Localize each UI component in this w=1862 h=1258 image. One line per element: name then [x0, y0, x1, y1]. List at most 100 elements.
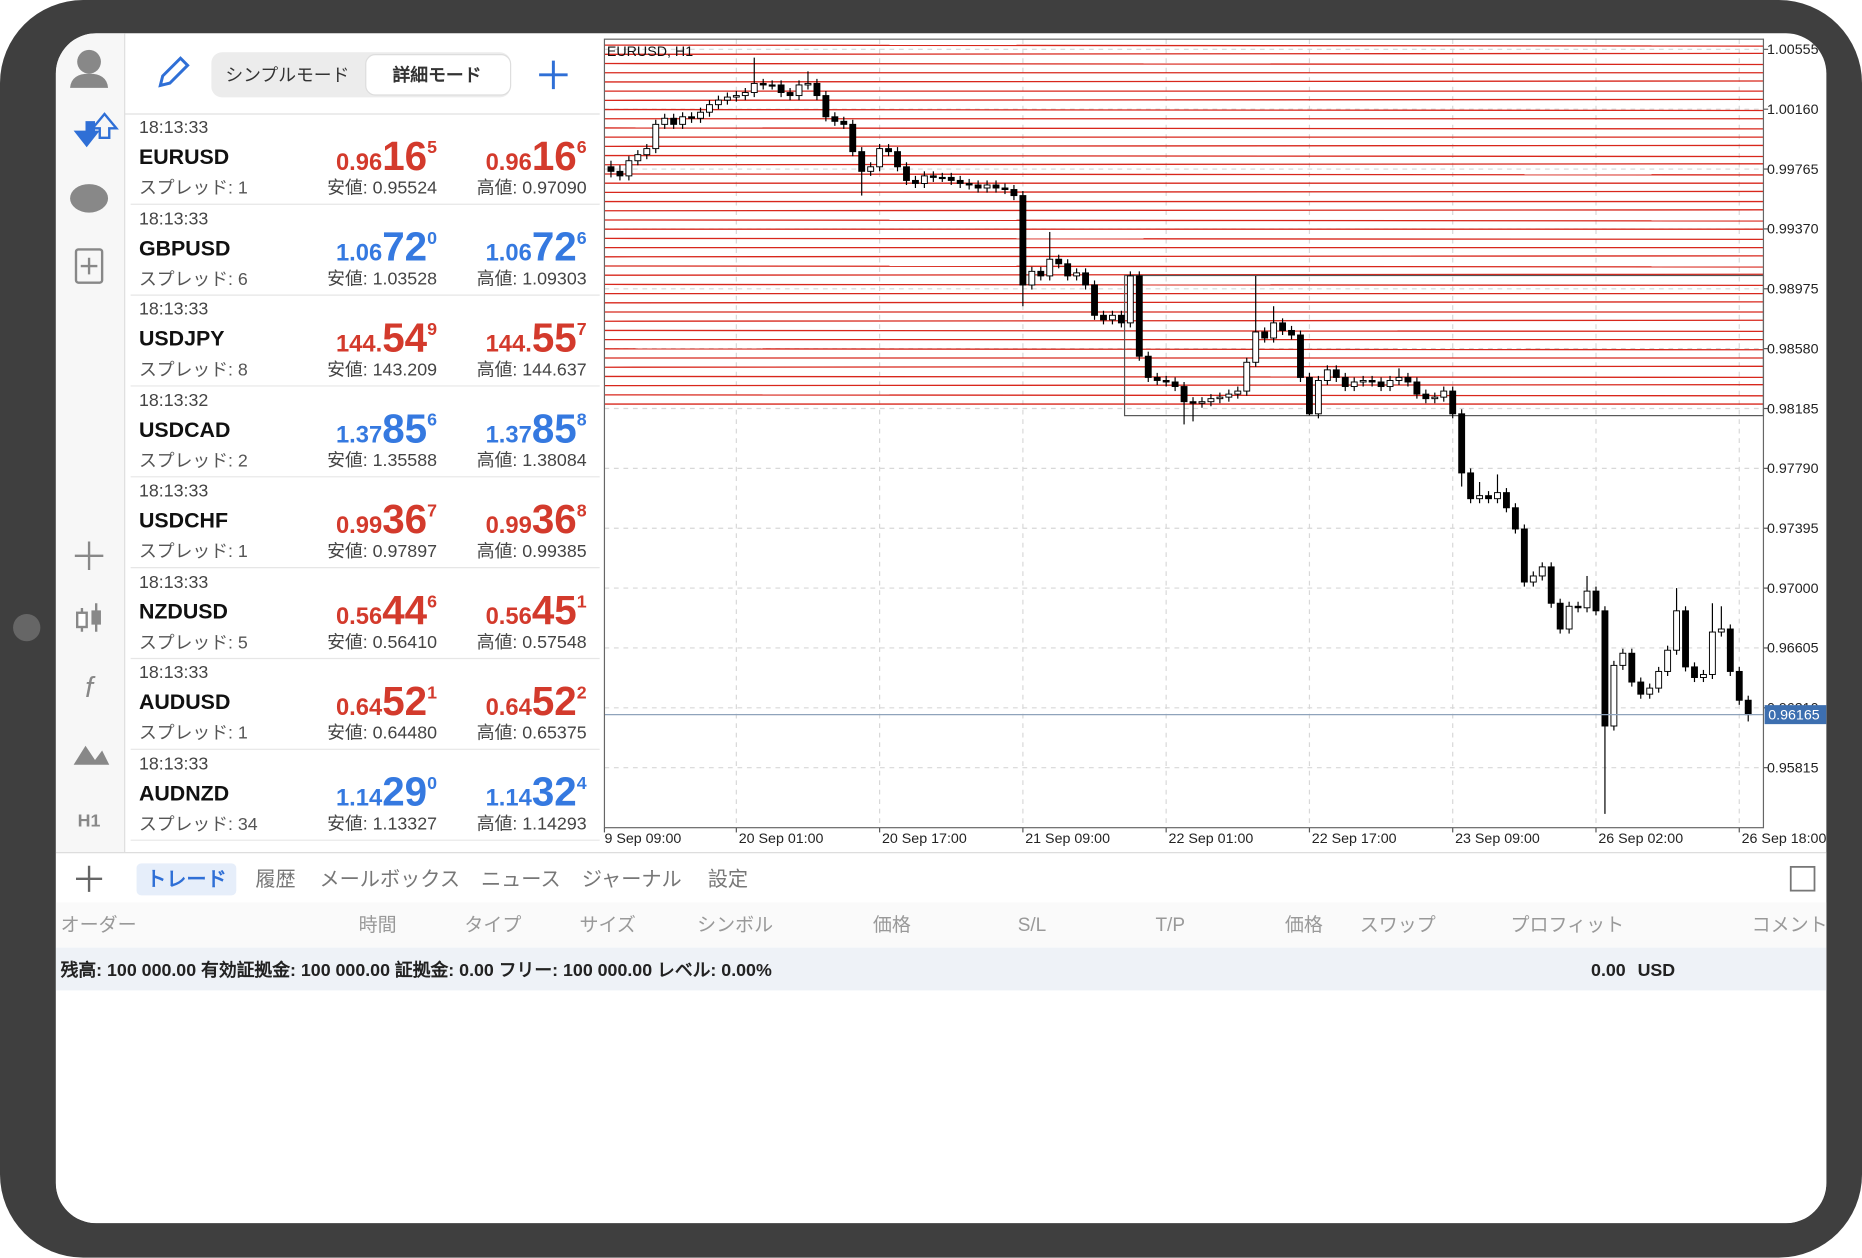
quote-time: 18:13:33 — [138, 753, 209, 774]
quote-ask[interactable]: 144.557 — [486, 315, 587, 361]
candle-body — [974, 184, 982, 189]
quote-ask[interactable]: 0.96166 — [486, 133, 587, 179]
price-part: 6 — [577, 137, 587, 157]
quote-ask[interactable]: 1.37858 — [486, 405, 587, 451]
mode-tab[interactable]: シンプルモード — [225, 65, 349, 85]
object-line — [604, 365, 1764, 368]
crosshair-icon[interactable] — [74, 541, 104, 571]
quote-bid[interactable]: 1.14290 — [336, 769, 437, 815]
candle-body — [768, 84, 776, 87]
terminal-add-icon[interactable] — [76, 865, 103, 892]
candle-body — [1126, 275, 1134, 324]
candle-body — [1350, 381, 1358, 388]
y-tick-label: 0.98580 — [1767, 341, 1819, 357]
quote-symbol[interactable]: USDCHF — [138, 508, 228, 532]
quote-symbol[interactable]: AUDNZD — [138, 780, 230, 805]
quote-ask[interactable]: 0.99368 — [486, 496, 587, 542]
quote-ask[interactable]: 0.56451 — [486, 587, 587, 633]
quote-bid[interactable]: 1.06720 — [336, 224, 437, 270]
quote-high: 高値: 1.38084 — [477, 450, 587, 470]
quote-symbol[interactable]: USDJPY — [138, 326, 225, 351]
column-header: タイプ — [464, 914, 521, 936]
edit-icon[interactable] — [158, 56, 190, 88]
candle-body — [858, 151, 866, 172]
price-part: 1.06 — [486, 240, 532, 267]
object-line — [604, 283, 1764, 287]
price-part: 1.14 — [486, 785, 533, 812]
candle-body — [1189, 401, 1197, 404]
objects-icon[interactable] — [73, 745, 110, 765]
indicator-icon: f — [85, 672, 96, 704]
candle-body — [1449, 390, 1457, 415]
quote-bid[interactable]: 0.64521 — [336, 678, 437, 724]
price-part: 16 — [532, 133, 577, 179]
price-part: 72 — [532, 224, 577, 270]
terminal-tab[interactable]: ジャーナル — [582, 869, 682, 891]
account-icon[interactable] — [77, 49, 101, 74]
quote-symbol[interactable]: NZDUSD — [138, 599, 228, 623]
candle-body — [1583, 590, 1591, 609]
quote-ask[interactable]: 0.64522 — [486, 678, 587, 724]
candle-body — [750, 82, 758, 94]
candle-body — [634, 154, 642, 162]
terminal-tab[interactable]: トレード — [146, 869, 227, 891]
quote-symbol[interactable]: AUDUSD — [138, 689, 231, 714]
quote-bid[interactable]: 0.96165 — [336, 133, 437, 179]
quote-spread: スプレッド: 8 — [138, 359, 248, 380]
timeframe-button[interactable]: H1 — [78, 811, 101, 831]
x-tick-label: 21 Sep 09:00 — [1025, 831, 1110, 847]
columns-bg — [55, 902, 1827, 948]
terminal-tab[interactable]: 履歴 — [255, 869, 295, 891]
account-icon-body — [70, 73, 109, 88]
quote-bid[interactable]: 144.549 — [336, 315, 437, 361]
layout-icon[interactable] — [1789, 865, 1816, 892]
quote-bid[interactable]: 0.56446 — [336, 587, 437, 633]
object-line — [604, 98, 1764, 101]
price-part: 7 — [577, 319, 587, 339]
terminal-tab[interactable]: 設定 — [708, 868, 748, 891]
quote-symbol[interactable]: GBPUSD — [138, 235, 231, 260]
object-line — [604, 80, 1764, 83]
price-part: 0 — [427, 773, 437, 793]
quote-symbol[interactable]: USDCAD — [138, 417, 231, 442]
candle-body — [1091, 284, 1098, 316]
candle-body — [1306, 376, 1313, 415]
candle-body — [1046, 258, 1054, 277]
quote-bid[interactable]: 0.99367 — [336, 496, 437, 542]
quote-ask[interactable]: 1.06726 — [486, 224, 587, 270]
summary-bg — [55, 947, 1827, 991]
candle-body — [992, 184, 1000, 189]
price-part: 0.64 — [336, 694, 383, 721]
candle-body — [1314, 379, 1322, 415]
terminal-tab[interactable]: メールボックス — [319, 868, 460, 891]
price-part: 1 — [427, 682, 437, 702]
terminal-tab[interactable]: ニュース — [481, 869, 561, 891]
account-summary: 残高: 100 000.00 有効証拠金: 100 000.00 証拠金: 0.… — [61, 959, 772, 980]
quote-ask[interactable]: 1.14324 — [486, 769, 587, 815]
mode-tab[interactable]: 詳細モード — [393, 64, 482, 85]
add-symbol-icon[interactable] — [539, 60, 568, 90]
candle-body — [670, 117, 678, 125]
quote-low: 安値: 143.209 — [327, 359, 437, 379]
candle-body — [1377, 381, 1385, 388]
current-price-label: 0.96165 — [1768, 707, 1820, 723]
candle-body — [1601, 610, 1609, 727]
quote-symbol[interactable]: EURUSD — [138, 144, 230, 169]
column-header: 価格 — [1285, 914, 1323, 936]
quote-time: 18:13:33 — [138, 480, 209, 502]
candle-body — [1610, 664, 1618, 727]
active-tab-bg — [136, 863, 237, 896]
candle-body — [1225, 393, 1233, 398]
candle-body — [688, 116, 695, 119]
price-part: 29 — [382, 769, 427, 815]
price-part: 72 — [382, 224, 427, 270]
candle-body — [1288, 329, 1295, 336]
quote-bid[interactable]: 1.37856 — [336, 405, 437, 451]
price-part: 7 — [427, 501, 437, 521]
news-icon[interactable] — [74, 248, 104, 284]
candle-body — [885, 148, 892, 153]
candle-body — [1467, 472, 1475, 500]
chat-icon[interactable] — [70, 184, 109, 213]
